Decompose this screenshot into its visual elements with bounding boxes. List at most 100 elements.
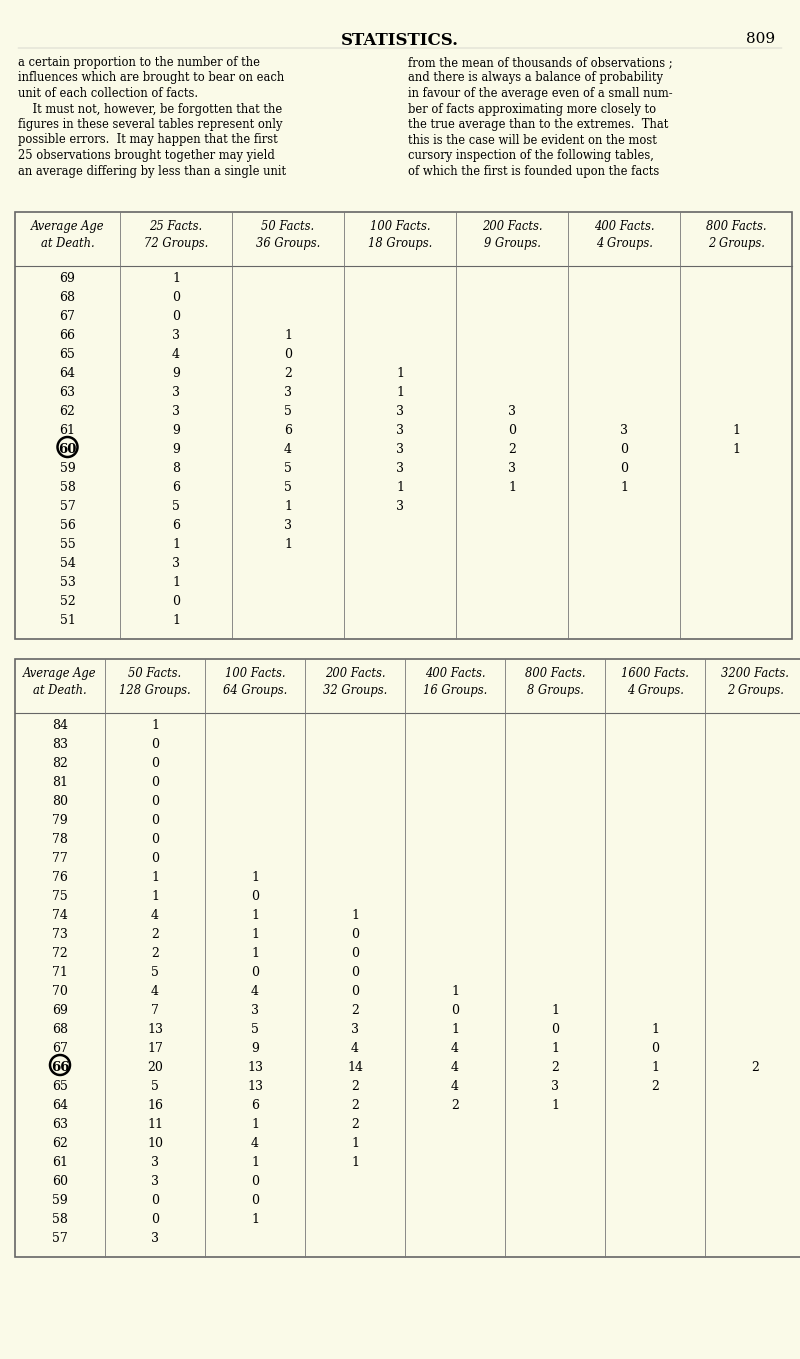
- Text: 1: 1: [151, 871, 159, 883]
- Text: 59: 59: [52, 1195, 68, 1207]
- Text: 7: 7: [151, 1004, 159, 1017]
- Text: 2: 2: [151, 928, 159, 940]
- Text: 5: 5: [251, 1023, 259, 1036]
- Text: 3: 3: [551, 1080, 559, 1093]
- Text: 1: 1: [551, 1099, 559, 1112]
- Text: 0: 0: [151, 1195, 159, 1207]
- Text: 0: 0: [251, 966, 259, 978]
- Text: 67: 67: [52, 1042, 68, 1055]
- Text: 2: 2: [351, 1080, 359, 1093]
- Text: 4: 4: [172, 348, 180, 361]
- Text: 4: 4: [251, 985, 259, 998]
- Text: 809: 809: [746, 33, 775, 46]
- Text: 9: 9: [172, 367, 180, 381]
- Text: 13: 13: [247, 1080, 263, 1093]
- Text: 4 Groups.: 4 Groups.: [595, 236, 653, 250]
- Text: 2: 2: [508, 443, 516, 457]
- Text: 1: 1: [284, 500, 292, 512]
- Text: 69: 69: [52, 1004, 68, 1017]
- Text: 1: 1: [732, 443, 740, 457]
- Text: 2: 2: [351, 1118, 359, 1131]
- Text: 69: 69: [59, 272, 75, 285]
- Text: 81: 81: [52, 776, 68, 790]
- Text: 3: 3: [396, 462, 404, 476]
- Text: 2 Groups.: 2 Groups.: [726, 684, 783, 697]
- Text: cursory inspection of the following tables,: cursory inspection of the following tabl…: [408, 149, 654, 162]
- Text: 13: 13: [247, 1061, 263, 1074]
- Text: 62: 62: [52, 1137, 68, 1150]
- Text: 4: 4: [151, 909, 159, 921]
- Text: 2: 2: [151, 947, 159, 959]
- Text: 56: 56: [59, 519, 75, 531]
- Text: 100 Facts.: 100 Facts.: [225, 667, 286, 680]
- Text: 4: 4: [451, 1042, 459, 1055]
- Text: 84: 84: [52, 719, 68, 733]
- Text: 1: 1: [351, 1137, 359, 1150]
- Text: 200 Facts.: 200 Facts.: [482, 220, 542, 232]
- Text: 800 Facts.: 800 Facts.: [706, 220, 766, 232]
- Text: 61: 61: [52, 1157, 68, 1169]
- Text: 16: 16: [147, 1099, 163, 1112]
- Text: 57: 57: [52, 1233, 68, 1245]
- Text: 25 Facts.: 25 Facts.: [150, 220, 202, 232]
- Text: 74: 74: [52, 909, 68, 921]
- Text: 10: 10: [147, 1137, 163, 1150]
- Text: 0: 0: [151, 757, 159, 771]
- Text: 66: 66: [59, 329, 75, 342]
- Text: 0: 0: [251, 890, 259, 902]
- Text: 0: 0: [151, 1214, 159, 1226]
- Text: possible errors.  It may happen that the first: possible errors. It may happen that the …: [18, 133, 278, 147]
- Text: 3: 3: [508, 462, 516, 476]
- Text: 1: 1: [172, 614, 180, 626]
- Text: 72: 72: [52, 947, 68, 959]
- Text: 70: 70: [52, 985, 68, 998]
- Text: 9 Groups.: 9 Groups.: [483, 236, 541, 250]
- Text: 400 Facts.: 400 Facts.: [425, 667, 486, 680]
- Text: 20: 20: [147, 1061, 163, 1074]
- Text: 0: 0: [151, 738, 159, 752]
- Text: 1: 1: [151, 719, 159, 733]
- Text: 14: 14: [347, 1061, 363, 1074]
- Text: 13: 13: [147, 1023, 163, 1036]
- Text: 4: 4: [351, 1042, 359, 1055]
- Text: 3: 3: [396, 424, 404, 438]
- Text: influences which are brought to bear on each: influences which are brought to bear on …: [18, 72, 284, 84]
- Text: 9: 9: [251, 1042, 259, 1055]
- Text: from the mean of thousands of observations ;: from the mean of thousands of observatio…: [408, 56, 673, 69]
- Text: STATISTICS.: STATISTICS.: [341, 33, 459, 49]
- Text: 0: 0: [151, 776, 159, 790]
- Text: 2: 2: [351, 1099, 359, 1112]
- Text: 83: 83: [52, 738, 68, 752]
- Text: 51: 51: [59, 614, 75, 626]
- Text: 1: 1: [351, 1157, 359, 1169]
- Text: 1: 1: [451, 985, 459, 998]
- Text: 1: 1: [172, 272, 180, 285]
- Text: 1: 1: [251, 871, 259, 883]
- Text: 60: 60: [52, 1176, 68, 1188]
- Text: an average differing by less than a single unit: an average differing by less than a sing…: [18, 164, 286, 178]
- Text: 4: 4: [251, 1137, 259, 1150]
- Text: 2: 2: [451, 1099, 459, 1112]
- Text: 4: 4: [451, 1080, 459, 1093]
- Text: 2: 2: [351, 1004, 359, 1017]
- Text: 0: 0: [508, 424, 516, 438]
- Text: 75: 75: [52, 890, 68, 902]
- Text: 800 Facts.: 800 Facts.: [525, 667, 586, 680]
- Text: 2 Groups.: 2 Groups.: [707, 236, 765, 250]
- Text: 54: 54: [59, 557, 75, 569]
- Text: 17: 17: [147, 1042, 163, 1055]
- Text: 0: 0: [451, 1004, 459, 1017]
- Text: 5: 5: [151, 966, 159, 978]
- Text: the true average than to the extremes.  That: the true average than to the extremes. T…: [408, 118, 668, 130]
- Text: 2: 2: [551, 1061, 559, 1074]
- Text: 1: 1: [251, 909, 259, 921]
- Text: 0: 0: [151, 852, 159, 864]
- Text: 1: 1: [251, 1157, 259, 1169]
- Text: 67: 67: [59, 310, 75, 323]
- Text: 55: 55: [60, 538, 75, 550]
- Text: and there is always a balance of probability: and there is always a balance of probabi…: [408, 72, 663, 84]
- Text: 5: 5: [151, 1080, 159, 1093]
- Text: 3: 3: [284, 386, 292, 400]
- Text: 1: 1: [396, 481, 404, 495]
- Text: 79: 79: [52, 814, 68, 828]
